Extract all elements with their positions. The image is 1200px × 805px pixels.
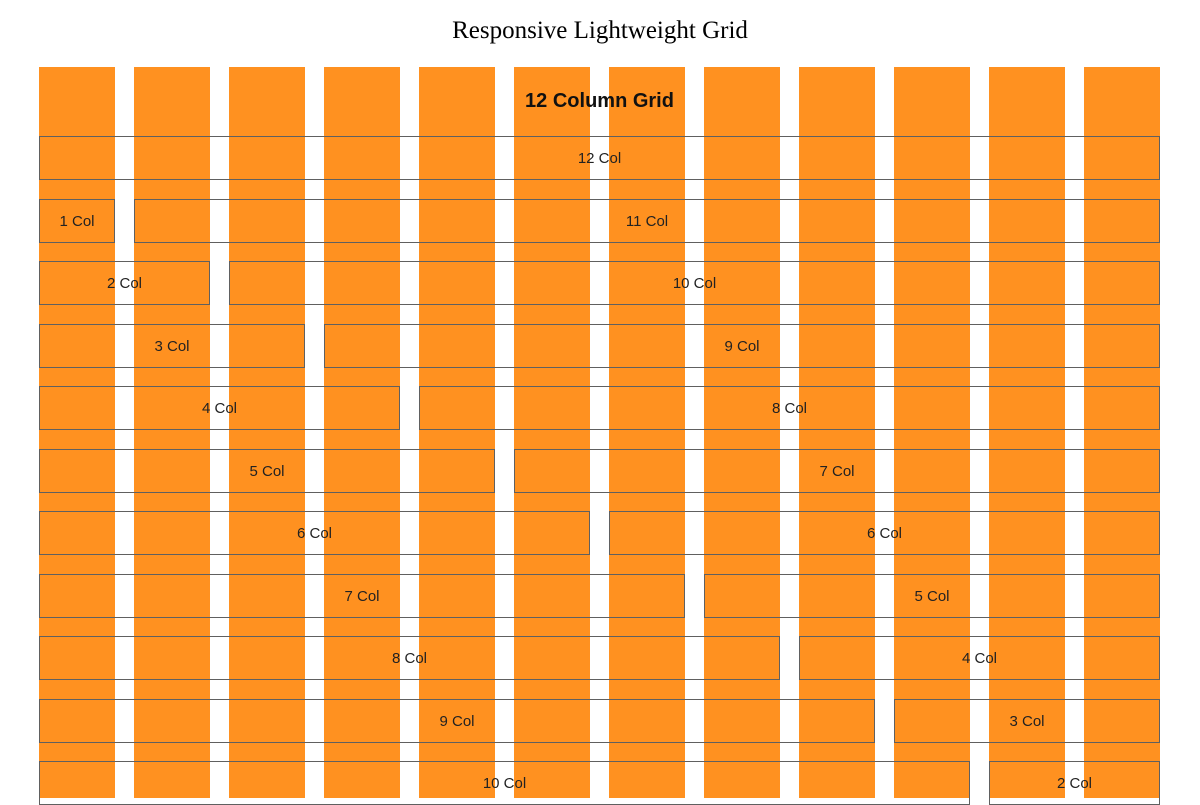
grid-row: 5 Col 7 Col [39, 449, 1160, 493]
grid-heading: 12 Column Grid [525, 90, 674, 112]
grid-cell: 9 Col [324, 324, 1160, 368]
grid-row: 3 Col 9 Col [39, 324, 1160, 368]
grid-cell: 7 Col [514, 449, 1160, 493]
grid-row: 7 Col 5 Col [39, 574, 1160, 618]
column-stripe [894, 67, 970, 798]
column-grid: 12 Column Grid 12 Col 1 Col 11 Col 2 Col 10 … [39, 67, 1160, 805]
grid-cell: 8 Col [39, 636, 780, 680]
column-stripe [799, 67, 875, 798]
grid-cell: 8 Col [419, 386, 1160, 430]
column-stripe [514, 67, 590, 798]
grid-cell: 4 Col [39, 386, 400, 430]
grid-cell: 12 Col [39, 136, 1160, 180]
column-stripe [419, 67, 495, 798]
grid-row: 9 Col 3 Col [39, 699, 1160, 743]
page-title: Responsive Lightweight Grid [452, 17, 748, 44]
grid-cell: 6 Col [39, 511, 590, 555]
grid-cell: 1 Col [39, 199, 115, 243]
grid-row: 8 Col 4 Col [39, 636, 1160, 680]
grid-cell: 4 Col [799, 636, 1160, 680]
column-stripe [324, 67, 400, 798]
column-stripe [134, 67, 210, 798]
column-stripe [39, 67, 115, 798]
grid-row: 4 Col 8 Col [39, 386, 1160, 430]
grid-cell: 7 Col [39, 574, 685, 618]
grid-cell: 2 Col [989, 761, 1160, 805]
column-stripe [989, 67, 1065, 798]
grid-row: 6 Col 6 Col [39, 511, 1160, 555]
grid-cell: 5 Col [39, 449, 495, 493]
grid-cell: 11 Col [134, 199, 1160, 243]
column-stripe [1084, 67, 1160, 798]
grid-cell: 3 Col [894, 699, 1160, 743]
grid-cell: 3 Col [39, 324, 305, 368]
grid-row: 2 Col 10 Col [39, 261, 1160, 305]
grid-cell: 9 Col [39, 699, 875, 743]
grid-cell: 10 Col [229, 261, 1160, 305]
grid-cell: 10 Col [39, 761, 970, 805]
grid-row: 10 Col 2 Col [39, 761, 1160, 805]
column-stripe [229, 67, 305, 798]
grid-cell: 6 Col [609, 511, 1160, 555]
grid-row: 1 Col 11 Col [39, 199, 1160, 243]
grid-cell: 5 Col [704, 574, 1160, 618]
column-stripe [704, 67, 780, 798]
grid-cell: 2 Col [39, 261, 210, 305]
column-stripe [609, 67, 685, 798]
grid-row: 12 Col [39, 136, 1160, 180]
